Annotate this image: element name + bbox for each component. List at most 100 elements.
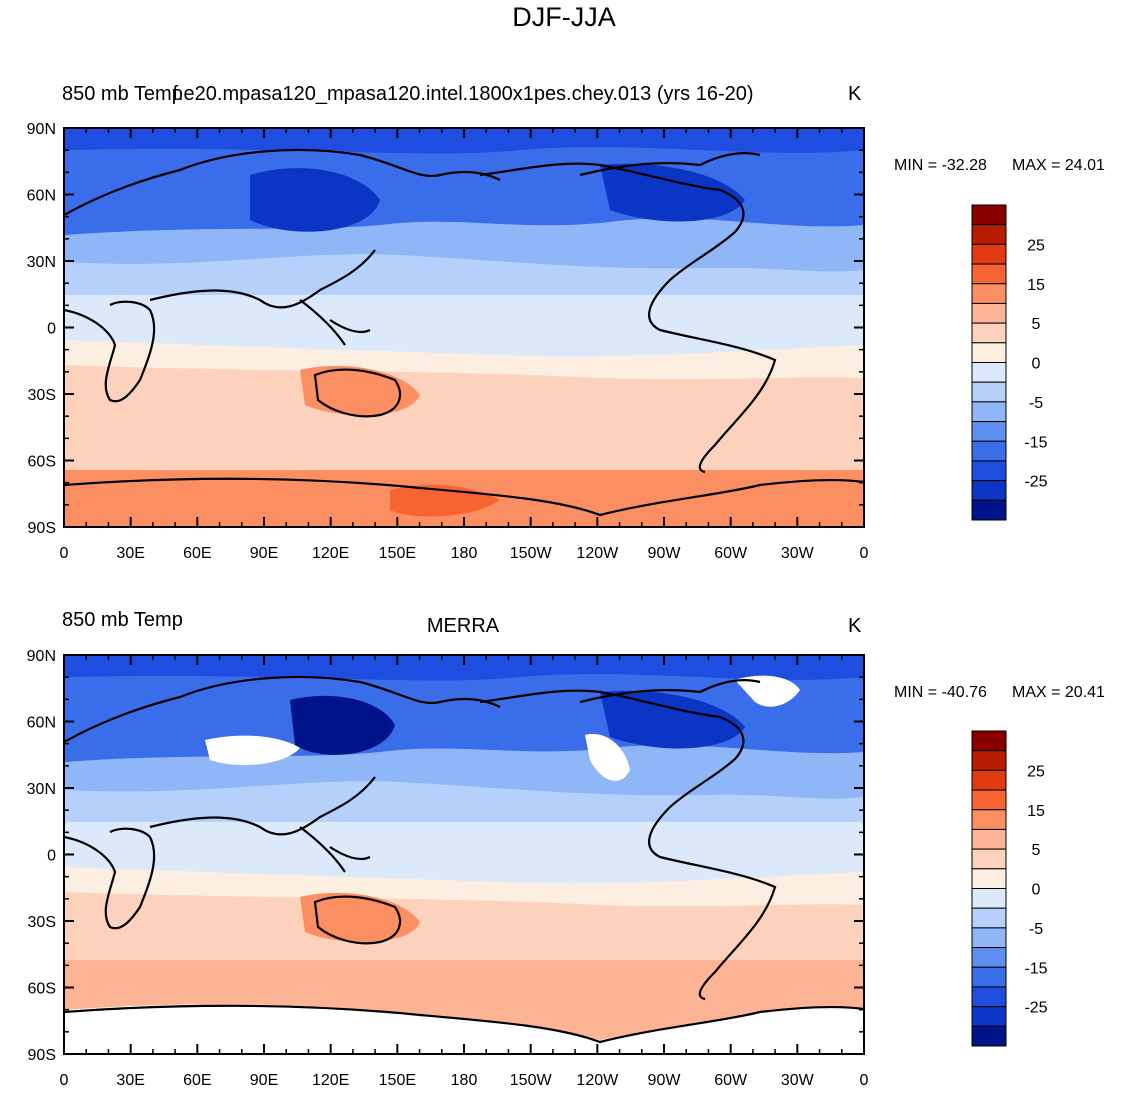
panel2-field-siberia	[290, 695, 395, 755]
panel1-lon-label: 60E	[183, 545, 211, 562]
panel1-colorbar-box	[971, 499, 1007, 521]
panel1-max: MAX = 24.01	[1012, 157, 1105, 174]
panel2-colorbar-box	[971, 966, 1007, 988]
panel1-colorbar-box	[971, 342, 1007, 363]
panel1-center-title: f.e20.mpasa120_mpasa120.intel.1800x1pes.…	[172, 83, 754, 105]
panel2-lon-label: 120W	[576, 1072, 619, 1089]
panel2-colorbar-box	[971, 750, 1007, 771]
panel2-field-rockies-missing	[585, 734, 630, 781]
panel2-colorbar-box	[971, 828, 1007, 850]
panel1-colorbar-box	[971, 243, 1007, 265]
panel1-colorbar-label: -5	[1029, 395, 1043, 412]
panel2-lon-label: 150W	[510, 1072, 553, 1089]
panel2-colorbar-box	[971, 1006, 1007, 1027]
panel1-colorbar-box	[971, 322, 1007, 344]
panel2-lon-label: 90E	[250, 1072, 278, 1089]
panel1-field-siberia	[250, 168, 380, 232]
panel2-field-greenland-missing	[735, 675, 800, 707]
panel1-colorbar-box	[971, 302, 1007, 324]
panel1-lon-label: 0	[60, 545, 69, 562]
panel1-colorbar-label: 15	[1027, 277, 1045, 294]
panel1-colorbar-label: 0	[1032, 356, 1041, 373]
panel1-colorbar-box	[971, 401, 1007, 423]
panel1-lon-label: 30W	[781, 545, 815, 562]
panel1-field-midlat	[64, 254, 864, 300]
panel1-colorbar-box	[971, 421, 1007, 442]
panel2-colorbar-label: 15	[1027, 803, 1045, 820]
panel2-colorbar-box	[971, 769, 1007, 791]
panel2-field-tibet-missing	[205, 735, 300, 766]
panel1-lon-label: 120W	[576, 545, 619, 562]
panel2-left-title: 850 mb Temp	[62, 609, 183, 631]
panel1-lon-label: 180	[451, 545, 478, 562]
panel1-coastlines	[64, 148, 864, 517]
panel1-lat-label: 0	[47, 321, 56, 338]
panel1-lon-label: 150E	[379, 545, 416, 562]
panel1-colorbar-label: -25	[1024, 474, 1047, 491]
panel1-lon-label: 90E	[250, 545, 278, 562]
panel1-lon-label: 60W	[714, 545, 748, 562]
colorbars: 25 15 5 0 -5 -15 -25 25 15 5 0 -5 -15 -25	[971, 204, 1048, 1047]
panel2-colorbar-label: -25	[1024, 1000, 1047, 1017]
panel2-lat-label: 30N	[27, 781, 56, 798]
panel1-colorbar-box	[971, 362, 1007, 383]
panel1-colorbar-box	[971, 480, 1007, 501]
panel2-lon-label: 60W	[714, 1072, 748, 1089]
panel1-colorbar-box	[971, 440, 1007, 462]
panel2-max: MAX = 20.41	[1012, 684, 1105, 701]
panel1-lat-label: 90N	[27, 121, 56, 138]
panel2-lon-label: 120E	[312, 1072, 349, 1089]
panel1-colorbar-box	[971, 460, 1007, 482]
panel2-field-canada	[600, 690, 745, 749]
axis-ticks	[63, 127, 865, 1055]
panel1-lon-label: 120E	[312, 545, 349, 562]
panel2-colorbar-box	[971, 809, 1007, 830]
panel2-field-antarctica-missing	[64, 1004, 864, 1054]
panel2-lon-label: 150E	[379, 1072, 416, 1089]
panel1-lon-label: 90W	[648, 545, 682, 562]
panel1-colorbar-box	[971, 224, 1007, 245]
panel2-colorbar-box	[971, 789, 1007, 811]
panel1-min: MIN = -32.28	[894, 157, 987, 174]
panel2-center-title: MERRA	[426, 615, 500, 637]
panel1-units: K	[848, 83, 862, 105]
panel2-map	[64, 655, 864, 1054]
panel1-lat-label: 30N	[27, 254, 56, 271]
panel2-colorbar-box	[971, 888, 1007, 909]
panel2-lat-label: 60N	[27, 715, 56, 732]
panel2-lat-label: 90S	[28, 1047, 56, 1064]
panel1-colorbar-box	[971, 381, 1007, 403]
panel2-units: K	[848, 615, 862, 637]
panel1-map	[64, 128, 864, 527]
panel2-colorbar-box	[971, 907, 1007, 929]
panel2-lon-label: 30W	[781, 1072, 815, 1089]
panel1-lat-label: 60N	[27, 188, 56, 205]
panel2-colorbar-box	[971, 730, 1007, 752]
panel2-min: MIN = -40.76	[894, 684, 987, 701]
panel2-lat-label: 60S	[28, 981, 56, 998]
panel2-lat-label: 30S	[28, 914, 56, 931]
panel2-colorbar-box	[971, 986, 1007, 1008]
panel1-lat-label: 90S	[28, 520, 56, 537]
panel2-lon-label: 60E	[183, 1072, 211, 1089]
panel2-colorbar-label: -5	[1029, 921, 1043, 938]
panel2-coastlines	[64, 675, 864, 1044]
panel2-colorbar-box	[971, 868, 1007, 889]
panel2-lon-label: 30E	[116, 1072, 144, 1089]
panel1-lat-label: 60S	[28, 454, 56, 471]
panel2-lat-label: 90N	[27, 648, 56, 665]
panel2-lon-label: 0	[60, 1072, 69, 1089]
panel1-lon-label: 30E	[116, 545, 144, 562]
panel1-colorbar-label: 5	[1032, 316, 1041, 333]
panel2-lat-label: 0	[47, 848, 56, 865]
panel2-colorbar-label: 5	[1032, 842, 1041, 859]
panel2-colorbar-label: 25	[1027, 763, 1045, 780]
panel2-lon-label: 180	[451, 1072, 478, 1089]
figure-title: DJF-JJA	[512, 2, 616, 32]
panel2-colorbar-label: -15	[1024, 960, 1047, 977]
panel2-colorbar-label: 0	[1032, 882, 1041, 899]
panel1-colorbar-label: 25	[1027, 237, 1045, 254]
panel1-lon-label: 0	[860, 545, 869, 562]
